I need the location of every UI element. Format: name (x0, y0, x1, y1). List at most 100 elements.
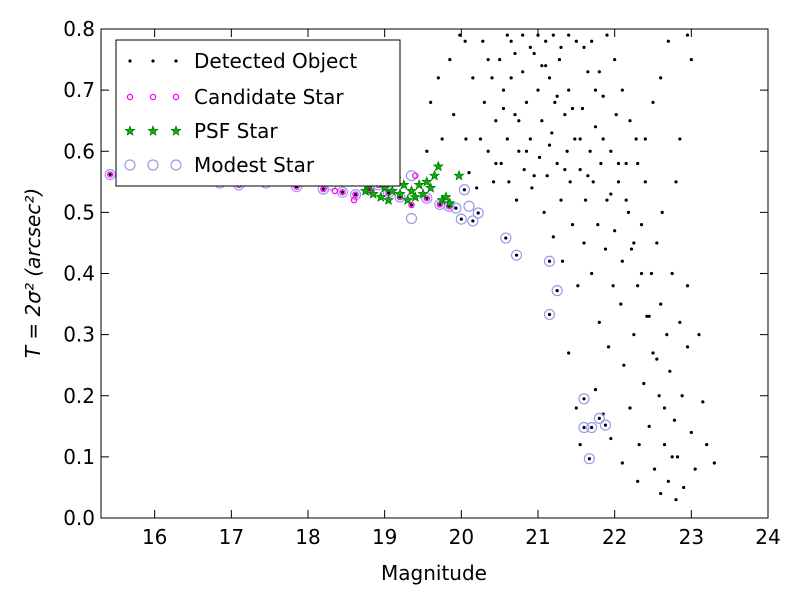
detected-object-point (632, 333, 636, 337)
candidate-star-point (412, 172, 419, 179)
detected-object-point (672, 418, 677, 422)
psf-star-point (428, 169, 441, 181)
detected-object-point (647, 314, 651, 318)
detected-object-point (458, 33, 462, 37)
detected-object-point (486, 149, 490, 153)
detected-object-point (701, 400, 705, 404)
legend-marker (124, 159, 136, 171)
detected-object-point (537, 155, 542, 159)
detected-object-point (528, 45, 532, 49)
detected-object-point (475, 186, 479, 190)
detected-object-point (632, 241, 636, 245)
detected-object-point (593, 388, 598, 392)
detected-object-point (507, 180, 511, 184)
detected-object-point (591, 180, 595, 184)
candidate-star-point (106, 171, 114, 178)
modest-star-point (543, 308, 556, 321)
detected-object-point (494, 161, 498, 166)
detected-object-point (597, 70, 601, 74)
psf-star-point (405, 185, 418, 196)
psf-star-point (409, 191, 421, 202)
y-tick-label: 0.3 (63, 323, 95, 347)
detected-object-point (645, 314, 649, 318)
detected-object-point (340, 190, 345, 194)
detected-object-point (559, 198, 563, 202)
modest-star-point (543, 255, 556, 267)
detected-object-point (509, 39, 513, 43)
legend-marker (149, 93, 157, 101)
modest-star-point (467, 215, 479, 227)
detected-object-point (636, 161, 640, 166)
detected-object-point (593, 125, 598, 129)
detected-object-point (693, 467, 697, 471)
detected-object-point (597, 320, 601, 324)
detected-object-point (680, 394, 684, 398)
series-detected-object (108, 33, 716, 502)
detected-object-point (678, 137, 682, 141)
y-tick-label: 0.8 (63, 17, 95, 41)
detected-object-point (448, 57, 452, 62)
psf-star-point (453, 169, 465, 181)
legend-marker (170, 159, 182, 171)
modest-star-point (583, 453, 595, 465)
detected-object-point (603, 247, 608, 251)
x-tick-label: 21 (525, 525, 550, 549)
detected-object-point (551, 33, 555, 37)
modest-star-point (472, 207, 484, 219)
detected-object-point (620, 88, 624, 92)
legend-label: Detected Object (194, 49, 357, 73)
detected-object-point (582, 241, 586, 245)
detected-object-point (639, 271, 644, 276)
detected-object-point (596, 223, 600, 227)
detected-object-point (682, 485, 686, 490)
detected-object-point (574, 406, 578, 410)
detected-object-point (605, 198, 609, 202)
x-tick-label: 18 (295, 525, 320, 549)
detected-object-point (665, 333, 669, 337)
legend-entry: Candidate Star (126, 85, 344, 109)
detected-object-point (509, 76, 513, 80)
detected-object-point (605, 33, 609, 37)
legend-marker (147, 125, 159, 136)
psf-star-point (417, 188, 429, 199)
detected-object-point (559, 45, 563, 49)
detected-object-point (440, 137, 444, 141)
detected-object-point (454, 206, 458, 210)
detected-object-point (578, 167, 582, 172)
x-tick-label: 17 (219, 525, 244, 549)
detected-object-point (629, 247, 634, 251)
detected-object-point (587, 457, 591, 461)
detected-object-point (611, 284, 615, 288)
detected-object-point (567, 351, 571, 355)
legend-marker (126, 93, 134, 101)
detected-object-point (528, 137, 532, 141)
detected-object-point (662, 406, 667, 410)
detected-object-point (532, 51, 536, 56)
detected-object-point (570, 106, 575, 111)
y-tick-label: 0.0 (63, 506, 95, 530)
psf-star-point (413, 179, 425, 190)
candidate-star-point (350, 196, 358, 204)
detected-object-point (513, 51, 517, 56)
legend-label: PSF Star (194, 119, 278, 143)
detected-object-point (505, 137, 509, 141)
detected-object-point (642, 381, 646, 386)
detected-object-point (609, 436, 613, 441)
legend-marker (147, 159, 159, 171)
detected-object-point (321, 187, 325, 191)
y-tick-label: 0.2 (63, 384, 95, 408)
detected-object-point (476, 211, 480, 215)
detected-object-point (482, 100, 486, 104)
candidate-star-point (352, 191, 359, 198)
detected-object-point (674, 180, 678, 184)
detected-object-point (659, 302, 663, 306)
detected-object-point (590, 271, 594, 276)
detected-object-point (626, 210, 631, 214)
x-tick-label: 16 (142, 525, 167, 549)
detected-object-point (624, 161, 628, 166)
detected-object-point (467, 171, 471, 175)
detected-object-point (462, 188, 466, 192)
modest-star-point (463, 200, 475, 212)
detected-object-point (553, 100, 557, 104)
modest-star-point (458, 184, 470, 196)
